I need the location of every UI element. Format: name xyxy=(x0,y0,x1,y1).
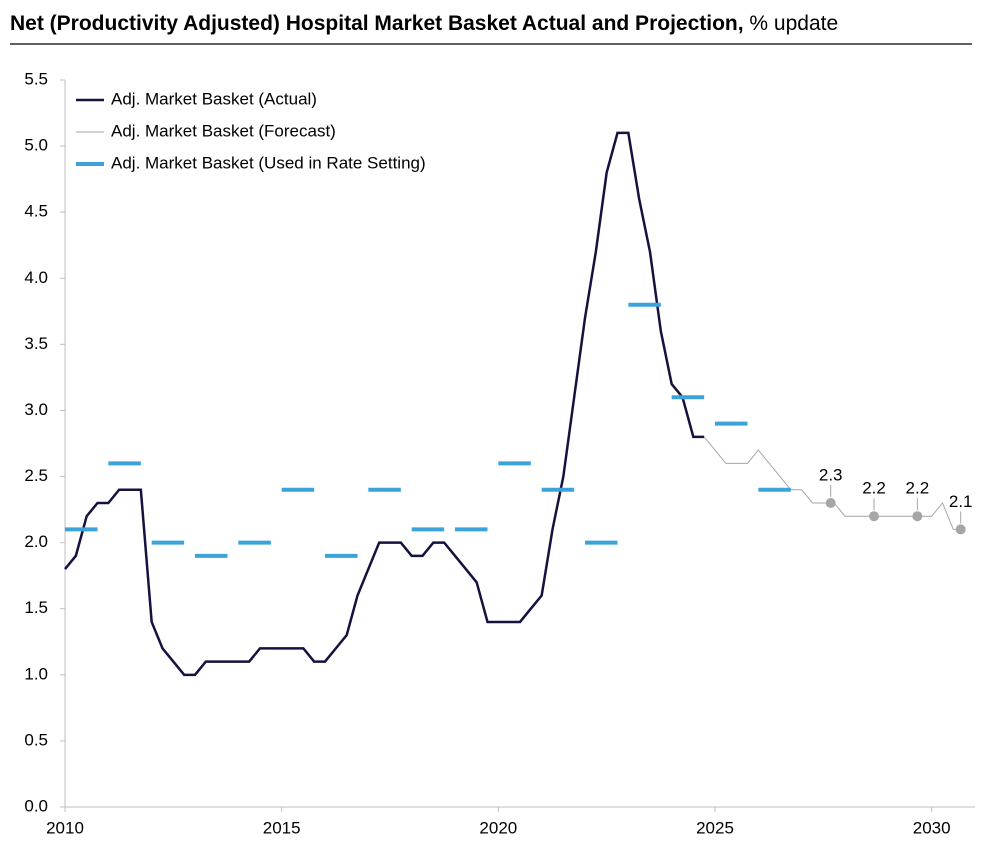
legend-label: Adj. Market Basket (Actual) xyxy=(111,89,317,108)
chart-title-main: Net (Productivity Adjusted) Hospital Mar… xyxy=(10,12,744,35)
y-tick-label: 0.0 xyxy=(24,796,48,815)
x-tick-label: 2030 xyxy=(913,818,951,837)
series-line xyxy=(64,131,705,677)
y-tick-label: 3.5 xyxy=(24,334,48,353)
data-label: 2.2 xyxy=(906,479,930,498)
y-tick-label: 1.0 xyxy=(24,664,48,683)
chart-title: Net (Productivity Adjusted) Hospital Mar… xyxy=(10,12,838,35)
legend-label: Adj. Market Basket (Forecast) xyxy=(111,121,336,140)
y-tick-label: 4.5 xyxy=(24,202,48,221)
x-tick-label: 2015 xyxy=(263,818,301,837)
chart-subtitle: % update xyxy=(749,12,838,35)
forecast-marker xyxy=(955,524,966,535)
y-tick-label: 2.5 xyxy=(24,466,48,485)
y-tick-label: 4.0 xyxy=(24,268,48,287)
data-label: 2.2 xyxy=(862,479,886,498)
x-tick-label: 2020 xyxy=(479,818,517,837)
y-tick-label: 5.5 xyxy=(24,69,48,88)
y-tick-label: 5.0 xyxy=(24,136,48,155)
y-tick-label: 0.5 xyxy=(24,730,48,749)
y-tick-label: 2.0 xyxy=(24,532,48,551)
data-label: 2.3 xyxy=(819,465,843,484)
x-tick-label: 2025 xyxy=(696,818,734,837)
legend-label: Adj. Market Basket (Used in Rate Setting… xyxy=(111,153,426,172)
y-tick-label: 1.5 xyxy=(24,598,48,617)
data-label: 2.1 xyxy=(949,492,973,511)
y-tick-label: 3.0 xyxy=(24,400,48,419)
forecast-marker xyxy=(825,497,836,508)
forecast-marker xyxy=(869,511,880,522)
forecast-marker xyxy=(912,511,923,522)
x-tick-label: 2010 xyxy=(46,818,84,837)
